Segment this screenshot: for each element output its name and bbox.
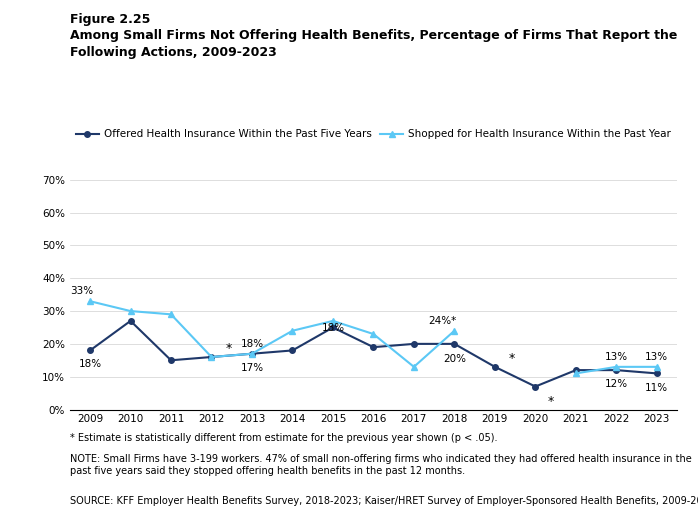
Text: 11%: 11% bbox=[645, 383, 669, 393]
Text: 12%: 12% bbox=[604, 379, 628, 390]
Text: 24%*: 24%* bbox=[428, 316, 456, 326]
Text: Figure 2.25: Figure 2.25 bbox=[70, 13, 150, 26]
Text: 13%: 13% bbox=[645, 352, 669, 362]
Text: 13%: 13% bbox=[604, 352, 628, 362]
Text: 17%: 17% bbox=[240, 363, 264, 373]
Text: *: * bbox=[547, 395, 554, 408]
Text: 20%: 20% bbox=[443, 354, 466, 364]
Text: NOTE: Small Firms have 3-199 workers. 47% of small non-offering firms who indica: NOTE: Small Firms have 3-199 workers. 47… bbox=[70, 454, 692, 476]
Text: Among Small Firms Not Offering Health Benefits, Percentage of Firms That Report : Among Small Firms Not Offering Health Be… bbox=[70, 29, 677, 59]
Text: *: * bbox=[225, 342, 232, 355]
Text: 18%: 18% bbox=[321, 322, 345, 332]
Text: 18%: 18% bbox=[240, 339, 264, 349]
Text: 18%: 18% bbox=[78, 359, 102, 369]
Text: * Estimate is statistically different from estimate for the previous year shown : * Estimate is statistically different fr… bbox=[70, 433, 497, 443]
Text: *: * bbox=[509, 352, 515, 365]
Text: 33%: 33% bbox=[70, 286, 94, 296]
Text: SOURCE: KFF Employer Health Benefits Survey, 2018-2023; Kaiser/HRET Survey of Em: SOURCE: KFF Employer Health Benefits Sur… bbox=[70, 496, 698, 506]
Legend: Offered Health Insurance Within the Past Five Years, Shopped for Health Insuranc: Offered Health Insurance Within the Past… bbox=[76, 129, 671, 139]
